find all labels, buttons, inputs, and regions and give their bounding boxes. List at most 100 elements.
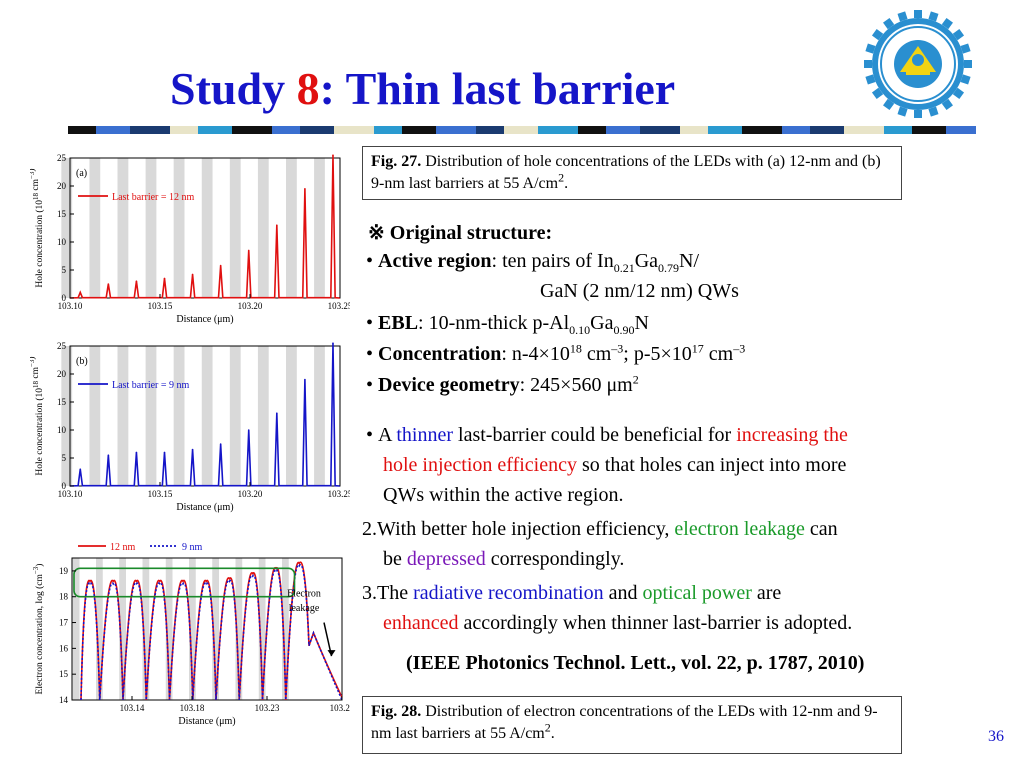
barrier-band [201, 158, 213, 298]
ebl-text-2: Ga [590, 312, 614, 334]
y-tick-label: 25 [57, 153, 67, 163]
x-tick-label: 103.10 [58, 301, 83, 311]
bullet-dot: • [366, 312, 374, 334]
point2-line2: be depressed correspondingly. [383, 548, 624, 571]
x-tick-label: 103.18 [180, 703, 205, 713]
point2-line1: 2.With better hole injection efficiency,… [362, 518, 838, 541]
peak-point [276, 412, 278, 414]
deco-segment [334, 126, 374, 134]
p2-num: 2. [362, 518, 377, 540]
peak-point [228, 577, 231, 580]
conc-sup-4: –3 [733, 341, 746, 356]
deco-segment [844, 126, 884, 134]
x-axis-label: Distance (μm) [176, 502, 233, 513]
point1-line1: • A thinner last-barrier could be benefi… [366, 424, 848, 447]
barrier-band [257, 158, 269, 298]
deco-segment [130, 126, 170, 134]
deco-segment [640, 126, 680, 134]
active-text-2: Ga [634, 250, 659, 272]
y-axis-label: Electron concentration, log (cm−3) [32, 564, 45, 695]
deco-segment [402, 126, 436, 134]
peak-point [251, 575, 254, 577]
peak-point [182, 583, 184, 585]
deco-segment [232, 126, 272, 134]
plot-frame [71, 557, 343, 701]
deco-segment [742, 126, 782, 134]
fig28-caption: Distribution of electron concentrations … [371, 703, 878, 742]
barrier-band [89, 158, 101, 298]
y-tick-label: 15 [59, 669, 69, 679]
y-axis-label: Hole concentration (1018 cm−3) [30, 356, 45, 475]
barrier-band [258, 558, 266, 700]
y-tick-label: 17 [59, 618, 69, 628]
active-sub-1: 0.21 [613, 261, 635, 275]
conc-sup-1: 18 [569, 341, 582, 356]
conc-sup-2: –3 [611, 341, 624, 356]
ebl-text-3: N [634, 312, 649, 334]
deco-segment [538, 126, 578, 134]
x-axis-label: Distance (μm) [176, 314, 233, 325]
p3-radiative: radiative recombination [413, 582, 604, 604]
peak-point [163, 277, 166, 280]
y-tick-label: 25 [57, 341, 67, 351]
fig27-caption-end: . [564, 175, 569, 192]
logo-tooth [865, 74, 876, 85]
p3-e: are [751, 582, 782, 604]
barrier-band [235, 558, 243, 700]
logo-tooth [941, 17, 953, 30]
series-line [69, 155, 341, 299]
y-tick-label: 0 [62, 481, 67, 491]
fig28-caption-end: . [550, 725, 555, 742]
title-suffix: : Thin last barrier [319, 63, 676, 114]
x-tick-label: 103.20 [238, 489, 263, 499]
peak-point [332, 154, 334, 156]
geom-label: Device geometry [378, 374, 520, 396]
peak-point [276, 224, 278, 226]
logo-tooth [914, 10, 922, 18]
highlight-box [73, 567, 296, 598]
p1-increasing: increasing the [736, 424, 848, 446]
peak-point [205, 580, 208, 583]
barrier-band [142, 558, 150, 700]
logo-tooth [871, 29, 884, 41]
arrow-head [327, 650, 336, 657]
y-tick-label: 5 [62, 453, 67, 463]
bullet-dot: • [366, 374, 374, 396]
barrier-band [145, 158, 157, 298]
y-tick-label: 10 [57, 237, 67, 247]
active-region-line2: GaN (2 nm/12 nm) QWs [540, 280, 739, 302]
bullet-dot: • [366, 250, 374, 272]
deco-segment [374, 126, 402, 134]
peak-point [332, 342, 334, 344]
p3-enhanced: enhanced [383, 612, 459, 634]
p3-optical-power: optical power [642, 582, 752, 604]
bullet-dot: • [366, 424, 374, 446]
logo-tooth [897, 106, 908, 117]
peak-point [135, 280, 138, 282]
deco-segment [680, 126, 708, 134]
slide-title: Study 8: Thin last barrier [170, 62, 675, 115]
deco-segment [272, 126, 300, 134]
chart-electron: Electron leakage 14 15 16 17 18 19 103.14 103.18 1… [32, 542, 350, 727]
deco-segment [884, 126, 912, 134]
annotation-leakage: leakage [289, 603, 320, 614]
y-tick-label: 16 [59, 643, 69, 653]
bullet-concentration: • Concentration: n-4×1018 cm–3; p-5×1017… [366, 341, 746, 366]
p3-c: and [603, 582, 643, 604]
conc-sup-3: 17 [691, 341, 704, 356]
barrier-band [119, 558, 126, 700]
logo-tooth [960, 74, 971, 85]
peak-point [158, 580, 161, 583]
x-tick-label: 103.15 [148, 301, 173, 311]
panel-label: (a) [76, 168, 87, 179]
peak-point [135, 583, 138, 585]
ebl-label: EBL [378, 312, 419, 334]
peak-point [163, 451, 166, 454]
p2-d: be [383, 548, 407, 570]
peak-point [247, 249, 250, 252]
deco-segment [476, 126, 504, 134]
peak-point [191, 448, 194, 451]
conc-text-2: cm [581, 343, 612, 365]
legend-label: Last barrier = 12 nm [112, 192, 195, 203]
y-tick-label: 5 [62, 265, 67, 275]
